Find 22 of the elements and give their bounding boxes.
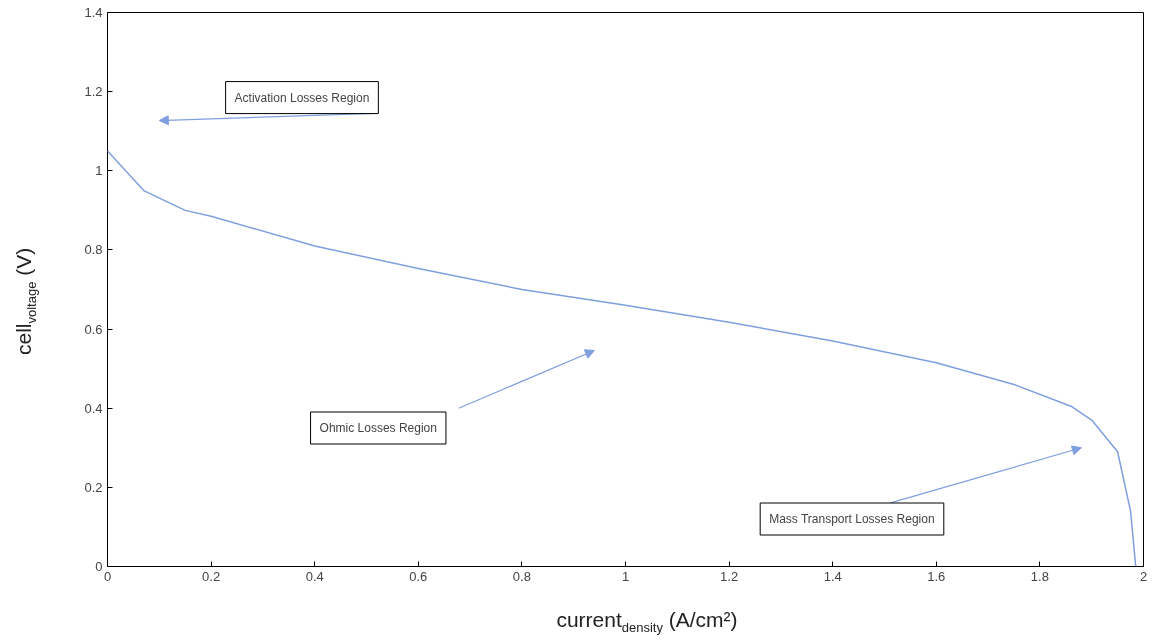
- x-tick-label: 0.6: [409, 568, 428, 584]
- y-tick-label: 0.2: [84, 479, 103, 495]
- annotation: Ohmic Losses Region: [319, 421, 437, 435]
- x-tick-label: 0.8: [512, 568, 531, 584]
- x-axis-title: current$_{density}$ (A/cm²): [555, 607, 739, 638]
- x-tick-label: 0.4: [305, 568, 324, 584]
- y-tick-label: 0.4: [84, 400, 103, 416]
- x-tick-label: 2: [1139, 568, 1148, 584]
- y-tick-label: 0.8: [84, 242, 103, 258]
- line-series: [107, 150, 1137, 567]
- annotation: Activation Losses Region: [234, 90, 370, 105]
- y-tick-label: 1.2: [84, 84, 103, 100]
- annotation: Mass Transport Losses Region: [769, 512, 935, 527]
- x-tick-label: 1.2: [720, 568, 739, 584]
- y-tick-label: 1.4: [84, 5, 103, 20]
- x-tick-label: 1: [621, 568, 630, 584]
- x-tick-label: 1.4: [823, 568, 842, 584]
- x-tick-label: 1.8: [1030, 568, 1049, 584]
- x-tick-label: 0.2: [202, 568, 221, 584]
- x-tick-label: 1.6: [927, 568, 946, 584]
- y-tick-label: 1: [95, 163, 103, 179]
- y-tick-label: 0.6: [84, 321, 103, 337]
